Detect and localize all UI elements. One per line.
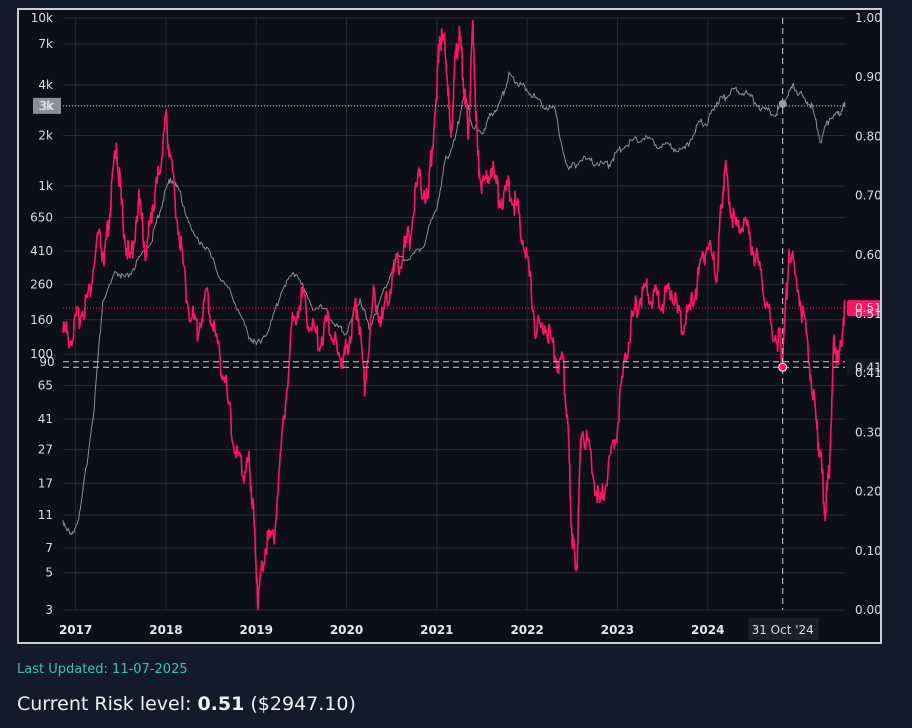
- right-tick-label: 0.20: [855, 485, 880, 499]
- x-tick-label: 2018: [149, 623, 182, 637]
- left-tick-label: 11: [38, 508, 53, 522]
- left-axis-badge: [33, 353, 61, 370]
- crosshair-price-dot: [778, 99, 787, 108]
- risk-value: 0.51: [197, 693, 245, 715]
- left-tick-label: 2k: [38, 128, 53, 142]
- x-axis: 2017 2018 2019 2020 2021 2022 2023 2024: [59, 623, 725, 637]
- x-tick-label: 2021: [420, 623, 453, 637]
- right-tick-label: 0.10: [855, 544, 880, 558]
- left-tick-label: 7: [45, 541, 53, 555]
- left-tick-label: 5: [45, 566, 53, 580]
- left-axis-badge-label: 90: [39, 355, 54, 369]
- right-axis: 0.00 0.10 0.20 0.30 0.41 0.51 0.60 0.70 0.80 0.90…: [855, 11, 880, 617]
- x-tick-label: 2023: [601, 623, 634, 637]
- left-tick-label: 27: [38, 443, 53, 457]
- crosshair-date-label: 31 Oct '24: [752, 623, 814, 637]
- right-tick-label: 0.00: [855, 603, 880, 617]
- right-axis-badge-label: 0.51: [855, 301, 880, 315]
- x-tick-label: 2024: [691, 623, 724, 637]
- right-axis-badge: [847, 300, 880, 317]
- current-risk-summary: Current Risk level: 0.51 ($2947.10): [17, 693, 356, 715]
- left-axis-badge-label: 3k: [40, 99, 55, 113]
- left-tick-label: 4k: [38, 78, 53, 92]
- right-tick-label: 1.00: [855, 11, 880, 25]
- left-tick-label: 160: [30, 313, 53, 327]
- left-tick-label: 17: [38, 476, 53, 490]
- crosshair-date-badge: [748, 618, 819, 640]
- chart-panel[interactable]: 3k 0.51 0.41 90 3 5 7 11 17 27 41 65 100 160 260 410 65…: [17, 8, 882, 644]
- risk-price-chart[interactable]: 3k 0.51 0.41 90 3 5 7 11 17 27 41 65 100 160 260 410 65…: [19, 10, 880, 642]
- left-axis-badge: [33, 97, 61, 114]
- risk-series: [62, 19, 846, 611]
- risk-price: ($2947.10): [250, 693, 356, 715]
- crosshair-risk-dot: [778, 362, 788, 372]
- left-tick-label: 10k: [31, 11, 53, 25]
- right-axis-badge-label: 0.41: [855, 360, 880, 374]
- right-tick-label: 0.60: [855, 248, 880, 262]
- right-tick-label: 0.51: [855, 307, 880, 321]
- left-tick-label: 260: [30, 277, 53, 291]
- left-tick-label: 41: [38, 412, 53, 426]
- risk-label: Current Risk level:: [17, 693, 192, 715]
- right-axis-badge: [847, 359, 880, 376]
- left-tick-label: 100: [30, 347, 53, 361]
- right-tick-label: 0.80: [855, 129, 880, 143]
- right-tick-label: 0.70: [855, 189, 880, 203]
- left-tick-label: 7k: [38, 37, 53, 51]
- left-tick-label: 3: [45, 603, 53, 617]
- x-tick-label: 2019: [240, 623, 273, 637]
- x-tick-label: 2022: [510, 623, 543, 637]
- left-tick-label: 65: [38, 379, 53, 393]
- left-tick-label: 650: [30, 210, 53, 224]
- left-axis: 3 5 7 11 17 27 41 65 100 160 260 410 650 1k 2k 3k 4k 7k 10…: [30, 11, 53, 617]
- grid: [63, 17, 845, 611]
- left-tick-label: 410: [30, 244, 53, 258]
- left-tick-label: 1k: [38, 179, 53, 193]
- risk-line: [62, 19, 846, 611]
- right-tick-label: 0.30: [855, 425, 880, 439]
- x-tick-label: 2020: [330, 623, 363, 637]
- last-updated-text: Last Updated: 11-07-2025: [17, 662, 188, 677]
- right-tick-label: 0.90: [855, 70, 880, 84]
- reference-lines: 3k 0.51 0.41 90: [33, 97, 880, 376]
- price-line: [62, 71, 846, 535]
- x-tick-label: 2017: [59, 623, 92, 637]
- crosshair: 31 Oct '24: [748, 18, 819, 640]
- right-tick-label: 0.41: [855, 366, 880, 380]
- price-series: [62, 71, 846, 535]
- left-tick-label: 3k: [38, 99, 53, 113]
